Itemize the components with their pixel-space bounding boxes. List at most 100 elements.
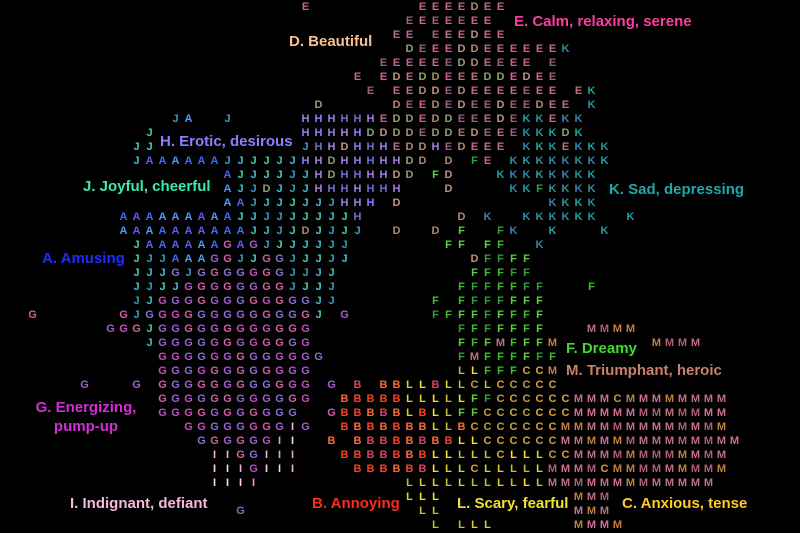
point-m: M (691, 435, 700, 447)
point-j: J (289, 169, 295, 181)
point-f: F (536, 295, 543, 307)
point-j: J (354, 225, 360, 237)
point-k: K (588, 169, 596, 181)
point-c: C (471, 463, 479, 475)
point-d: D (458, 99, 466, 111)
point-g: G (288, 337, 297, 349)
point-d: D (536, 99, 544, 111)
point-l: L (458, 435, 465, 447)
point-g: G (327, 407, 336, 419)
point-g: G (171, 309, 180, 321)
point-a: A (172, 253, 180, 265)
point-a: A (237, 225, 245, 237)
point-d: D (341, 141, 349, 153)
point-j: J (133, 295, 139, 307)
point-d: D (419, 85, 427, 97)
point-d: D (471, 57, 479, 69)
point-g: G (158, 309, 167, 321)
point-l: L (471, 435, 478, 447)
point-e: E (471, 113, 478, 125)
point-e: E (406, 85, 413, 97)
point-b: B (419, 435, 427, 447)
point-m: M (561, 421, 570, 433)
point-m: M (626, 393, 635, 405)
point-e: E (445, 71, 452, 83)
point-d: D (458, 211, 466, 223)
point-f: F (497, 351, 504, 363)
point-d: D (471, 127, 479, 139)
point-l: L (432, 449, 439, 461)
point-l: L (419, 379, 426, 391)
point-f: F (484, 337, 491, 349)
point-m: M (587, 323, 596, 335)
point-l: L (536, 449, 543, 461)
point-a: A (159, 239, 167, 251)
point-d: D (445, 127, 453, 139)
point-c: C (536, 435, 544, 447)
point-c: C (510, 421, 518, 433)
point-f: F (510, 365, 517, 377)
point-e: E (458, 29, 465, 41)
point-a: A (224, 211, 232, 223)
point-d: D (432, 71, 440, 83)
point-m: M (678, 477, 687, 489)
point-i: I (291, 421, 294, 433)
point-g: G (119, 309, 128, 321)
point-e: E (497, 127, 504, 139)
point-g: G (197, 379, 206, 391)
point-c: C (497, 449, 505, 461)
point-g: G (210, 351, 219, 363)
point-g: G (236, 281, 245, 293)
point-m: M (704, 477, 713, 489)
point-l: L (497, 477, 504, 489)
point-g: G (210, 407, 219, 419)
point-k: K (549, 141, 557, 153)
point-g: G (236, 393, 245, 405)
point-c: C (510, 393, 518, 405)
point-h: H (393, 183, 401, 195)
point-a: A (185, 155, 193, 167)
point-h: H (328, 141, 336, 153)
point-c: C (497, 407, 505, 419)
point-k: K (549, 127, 557, 139)
point-e: E (432, 1, 439, 13)
point-e: E (406, 57, 413, 69)
point-g: G (210, 323, 219, 335)
point-a: A (185, 211, 193, 223)
point-k: K (562, 43, 570, 55)
point-e: E (497, 43, 504, 55)
point-k: K (536, 127, 544, 139)
point-m: M (691, 393, 700, 405)
point-e: E (510, 57, 517, 69)
point-e: E (497, 85, 504, 97)
point-e: E (432, 29, 439, 41)
point-m: M (613, 519, 622, 531)
point-f: F (523, 295, 530, 307)
point-b: B (367, 435, 375, 447)
point-g: G (301, 323, 310, 335)
point-l: L (484, 379, 491, 391)
point-e: E (510, 99, 517, 111)
point-e: E (458, 15, 465, 27)
point-h: H (354, 169, 362, 181)
point-c: C (614, 393, 622, 405)
point-j: J (250, 253, 256, 265)
point-i: I (226, 477, 229, 489)
point-e: E (406, 29, 413, 41)
point-l: L (445, 463, 452, 475)
point-c: C (549, 393, 557, 405)
point-j: J (133, 281, 139, 293)
point-e: E (419, 43, 426, 55)
point-a: A (159, 155, 167, 167)
point-b: B (354, 421, 362, 433)
point-d: D (419, 141, 427, 153)
point-g: G (184, 295, 193, 307)
point-b: B (419, 463, 427, 475)
point-a: A (172, 225, 180, 237)
point-c: C (523, 421, 531, 433)
point-m: M (600, 505, 609, 517)
point-h: H (341, 113, 349, 125)
point-g: G (236, 449, 245, 461)
point-k: K (536, 211, 544, 223)
